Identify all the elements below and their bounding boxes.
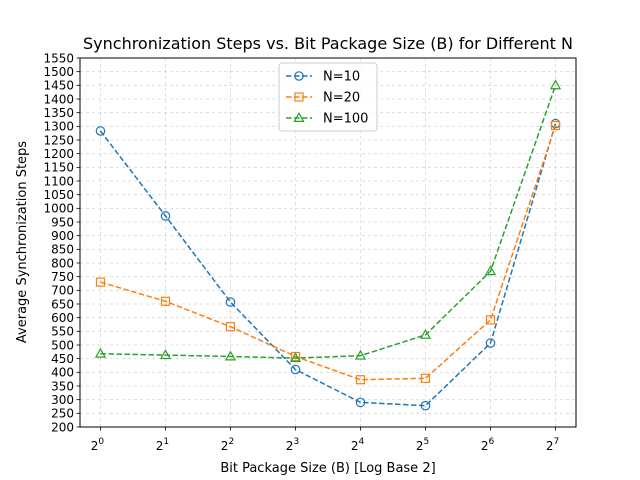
data-point: [94, 347, 107, 358]
y-tick-label: 1350: [43, 106, 74, 120]
y-tick-label: 300: [51, 393, 74, 407]
y-axis-title: Average Synchronization Steps: [15, 141, 30, 343]
x-tick-label: 24: [351, 437, 365, 453]
data-point: [420, 400, 431, 411]
grid-lines: [80, 57, 576, 428]
legend-marker: [294, 71, 304, 81]
data-point: [290, 364, 301, 375]
x-tick-label: 27: [546, 437, 559, 453]
y-tick-label: 1050: [43, 188, 74, 202]
data-point: [225, 322, 236, 332]
y-tick-label: 1100: [43, 174, 74, 188]
y-tick-label: 1300: [43, 120, 74, 134]
series-line: [100, 85, 557, 359]
legend-label: N=10: [323, 70, 360, 85]
series-lines: [94, 79, 562, 411]
x-tick-label: 25: [416, 437, 429, 453]
data-point: [550, 120, 561, 131]
data-point: [420, 373, 431, 383]
y-tick-label: 350: [51, 379, 74, 393]
data-point: [419, 328, 432, 339]
legend-item: N=10: [286, 70, 360, 85]
data-point: [289, 352, 302, 363]
x-axis-title: Bit Package Size (B) [Log Base 2]: [220, 461, 435, 476]
legend-marker: [293, 111, 305, 123]
y-tick-label: 1500: [43, 65, 74, 79]
x-tick-label: 21: [156, 437, 169, 453]
data-point: [95, 126, 106, 136]
data-point: [485, 338, 496, 348]
y-tick-label: 1450: [43, 79, 74, 93]
y-tick-label: 600: [51, 311, 74, 325]
legend-item: N=100: [286, 112, 368, 127]
y-axis: 2002503003504004505005506006507007508008…: [43, 51, 80, 434]
legend: N=10 N=20 N=100: [278, 62, 378, 132]
data-point: [159, 349, 172, 360]
x-tick-label: 26: [481, 437, 495, 453]
plot-area-frame: [79, 57, 577, 428]
data-point: [355, 375, 366, 385]
series-n-20: [95, 120, 561, 385]
y-tick-label: 400: [51, 366, 74, 380]
x-axis: 20 21 22 23 24 25 26 27: [91, 427, 559, 453]
legend-marker: [294, 92, 304, 102]
chart-title: Synchronization Steps vs. Bit Package Si…: [83, 34, 573, 53]
series-line: [100, 125, 557, 381]
legend-label: N=100: [323, 112, 368, 127]
y-tick-label: 450: [51, 352, 74, 366]
data-point: [224, 350, 237, 361]
legend-item: N=20: [286, 91, 360, 106]
data-point: [355, 397, 366, 408]
y-tick-label: 1250: [43, 133, 74, 147]
data-point: [160, 296, 171, 306]
y-tick-label: 950: [51, 215, 74, 229]
series-line: [99, 123, 557, 407]
y-tick-label: 650: [51, 297, 74, 311]
y-tick-label: 550: [51, 325, 74, 339]
data-point: [549, 79, 562, 90]
y-tick-label: 750: [51, 270, 74, 284]
y-tick-label: 700: [51, 284, 74, 298]
x-tick-label: 23: [286, 437, 299, 453]
y-tick-label: 1550: [43, 51, 74, 65]
y-tick-label: 900: [51, 229, 74, 243]
legend-label: N=20: [323, 91, 360, 106]
y-tick-label: 1000: [43, 202, 74, 216]
y-tick-label: 500: [51, 338, 74, 352]
y-tick-label: 250: [51, 407, 74, 421]
y-tick-label: 850: [51, 243, 74, 257]
y-tick-label: 1200: [43, 147, 74, 161]
data-point: [354, 349, 367, 360]
data-point: [485, 315, 496, 325]
x-tick-label: 22: [221, 437, 234, 453]
series-n-100: [94, 79, 562, 363]
y-tick-label: 200: [51, 420, 74, 434]
y-tick-label: 1400: [43, 92, 74, 106]
y-tick-label: 1150: [43, 161, 74, 175]
x-tick-label: 20: [91, 437, 105, 453]
data-point: [484, 265, 497, 276]
data-point: [95, 277, 106, 287]
data-point: [160, 211, 171, 221]
legend-box: [278, 62, 378, 132]
data-point: [225, 297, 236, 307]
y-tick-label: 800: [51, 256, 74, 270]
